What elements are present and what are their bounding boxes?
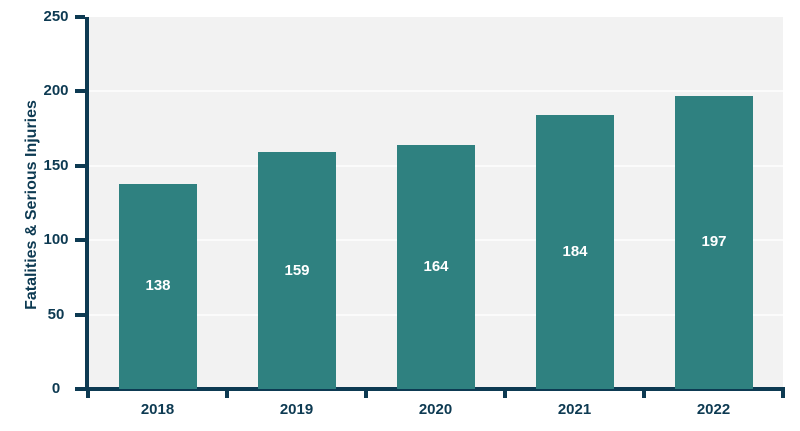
y-axis-tick (75, 163, 85, 168)
bar-value-label: 159 (284, 262, 310, 279)
y-axis-title: Fatalities & Serious Injuries (23, 100, 40, 310)
x-axis-tick (503, 387, 507, 398)
bar-2021 (536, 115, 614, 389)
bar-value-label: 197 (701, 233, 727, 250)
x-tick-label: 2018 (140, 401, 175, 418)
x-axis-tick (225, 387, 229, 398)
x-axis-tick (86, 387, 90, 398)
x-tick-label: 2019 (279, 401, 314, 418)
x-axis-tick (781, 387, 785, 398)
y-tick-label: 100 (43, 231, 69, 249)
gridline (88, 90, 783, 93)
bar-2022 (675, 95, 753, 389)
bar-2020 (397, 144, 475, 389)
x-axis-tick (364, 387, 368, 398)
y-axis-tick (75, 238, 85, 243)
bar-value-label: 164 (423, 258, 449, 275)
y-axis-tick (75, 387, 85, 391)
x-tick-label: 2021 (557, 401, 592, 418)
bar-2019 (258, 152, 336, 389)
y-axis-tick (75, 89, 85, 94)
y-tick-label: 200 (43, 82, 69, 100)
y-axis-tick (75, 15, 85, 19)
y-tick-label: 0 (51, 380, 61, 397)
x-axis-line (85, 387, 783, 391)
x-axis-tick (642, 387, 646, 398)
bar-value-label: 138 (145, 277, 171, 294)
y-tick-label: 250 (43, 8, 69, 25)
y-tick-label: 150 (43, 156, 69, 174)
bar-value-label: 184 (562, 243, 588, 260)
x-tick-label: 2020 (418, 401, 453, 418)
y-axis-line (85, 17, 89, 391)
y-axis-tick (75, 312, 85, 317)
y-tick-label: 50 (47, 305, 65, 323)
bar-2018 (119, 183, 197, 389)
x-tick-label: 2022 (696, 401, 731, 418)
